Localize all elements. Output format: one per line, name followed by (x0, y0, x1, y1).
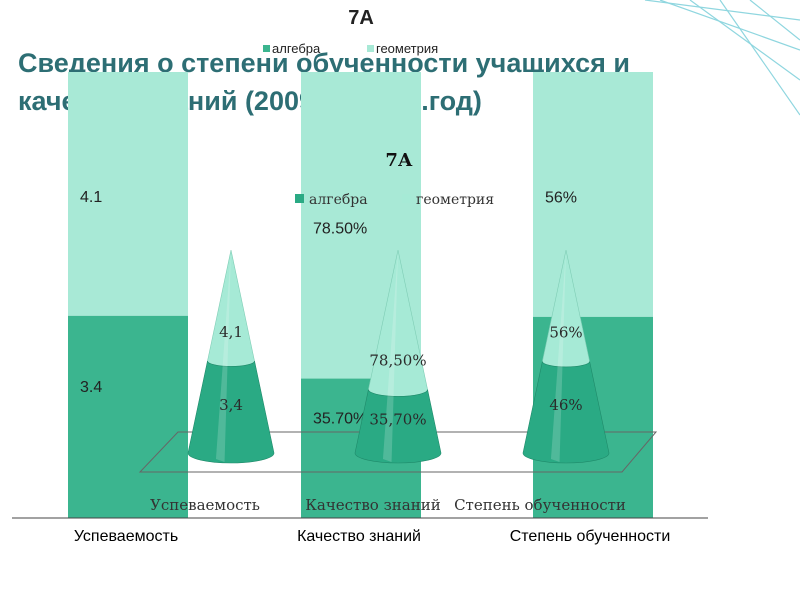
cone-highlight (382, 250, 398, 462)
corner-decoration (644, 0, 800, 116)
cone-label-geometry: 78,50% (369, 352, 426, 370)
bar-geometry (533, 72, 653, 317)
cone-segment-algebra (354, 389, 442, 464)
bar-algebra (68, 315, 188, 518)
cone-segment-geometry (542, 249, 590, 368)
bar-label-geometry: 56% (545, 189, 577, 206)
cone-legend: алгебра геометрия (295, 192, 494, 208)
back-legend-swatch-geometry (367, 45, 374, 52)
cone-highlight (215, 250, 231, 462)
cone-label-algebra: 35,70% (369, 410, 426, 428)
back-category-label: Степень обученности (510, 528, 671, 545)
cone-legend-swatch-geometry (402, 194, 411, 203)
back-legend-swatch-algebra (263, 45, 270, 52)
cone-segment-algebra (522, 361, 610, 464)
cone-floor (138, 431, 658, 473)
cone-label-geometry: 4,1 (219, 323, 243, 341)
cone-legend-swatch-algebra (295, 194, 304, 203)
cone-segment-geometry (207, 249, 255, 367)
bar-label-geometry: 78.50% (313, 220, 367, 237)
cones: 4,1 3,4 78,50% 35,70% 56% 46% (187, 249, 610, 464)
cone-legend-label-geometry: геометрия (416, 192, 494, 208)
cone-segment-algebra (187, 360, 275, 464)
cone-label-geometry: 56% (549, 323, 582, 341)
cone-segment-geometry (368, 249, 428, 397)
back-legend: алгебра геометрия (263, 41, 438, 56)
cone-chart-title: 7А (385, 150, 413, 171)
cone-label-algebra: 3,4 (219, 396, 243, 414)
cone-legend-label-algebra: алгебра (309, 192, 368, 208)
bar-geometry (68, 72, 188, 316)
back-category-labels: Успеваемость Качество знаний Степень обу… (74, 528, 670, 545)
cone-label-algebra: 46% (549, 396, 582, 414)
bar-label-algebra: 3.4 (80, 379, 102, 396)
cone-category-labels: Успеваемость Качество знаний Степень обу… (150, 496, 626, 514)
cone-category-label: Качество знаний (305, 496, 440, 514)
back-category-label: Успеваемость (74, 528, 178, 545)
cone-category-label: Успеваемость (150, 496, 260, 514)
bar-label-geometry: 4.1 (80, 189, 102, 206)
cone-category-label: Степень обученности (454, 496, 626, 514)
back-legend-label-algebra: алгебра (272, 41, 321, 56)
bar-label-algebra: 35.70% (313, 410, 367, 427)
back-category-label: Качество знаний (297, 528, 421, 545)
cone-highlight (550, 250, 566, 462)
back-legend-label-geometry: геометрия (376, 41, 438, 56)
back-chart-title: 7А (348, 7, 374, 29)
